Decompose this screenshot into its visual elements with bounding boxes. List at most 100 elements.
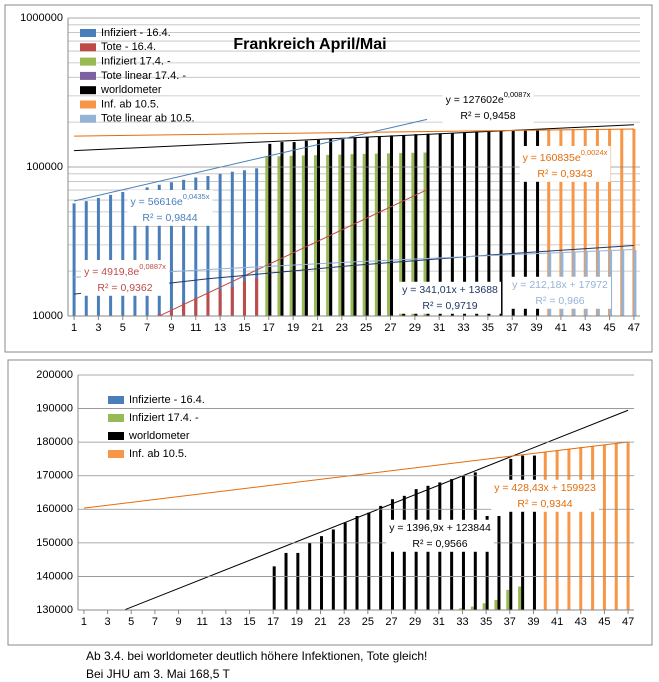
legend-label: Tote - 16.4.	[101, 41, 156, 53]
bar	[296, 552, 300, 610]
x-tick-label: 5	[120, 322, 126, 334]
x-tick-label: 15	[243, 616, 255, 628]
x-tick-label: 33	[456, 616, 468, 628]
y-tick-label: 190000	[36, 402, 73, 414]
trend-equation: y = 1396,9x + 123844	[389, 522, 491, 534]
label-bg	[491, 479, 599, 512]
bar	[133, 190, 137, 316]
x-tick-label: 25	[362, 616, 374, 628]
label-bg	[127, 189, 213, 226]
note: Bei JHU am 3. Mai 168,5 T	[86, 667, 231, 681]
equation: y = 4919,8e	[84, 266, 139, 278]
bar	[206, 176, 210, 316]
trend-r2: R² = 0,9719	[422, 300, 477, 312]
bar	[206, 292, 210, 316]
x-tick-label: 19	[287, 322, 299, 334]
bar	[497, 516, 501, 610]
bar	[543, 452, 547, 610]
legend-swatch	[108, 396, 124, 404]
x-tick-label: 47	[622, 616, 634, 628]
trend-r2: R² = 0,9566	[412, 538, 467, 550]
bar	[255, 168, 259, 316]
bar	[536, 130, 540, 316]
y-tick-label: 150000	[36, 537, 73, 549]
label-bg	[386, 519, 494, 552]
bar	[571, 129, 575, 316]
bar	[367, 512, 371, 610]
legend-label: Infiziert - 16.4.	[101, 27, 171, 39]
x-tick-label: 21	[314, 616, 326, 628]
x-tick-label: 13	[220, 616, 232, 628]
bar	[426, 133, 430, 316]
note: Ab 3.4. bei worldometer deutlich höhere …	[86, 649, 427, 663]
bar	[230, 171, 234, 316]
bar	[230, 286, 234, 316]
bar	[509, 458, 513, 610]
label-bg	[519, 145, 611, 182]
bar	[482, 603, 486, 610]
bar	[316, 139, 320, 316]
bar	[182, 303, 186, 316]
bar	[559, 129, 563, 316]
x-tick-label: 5	[128, 616, 134, 628]
x-tick-label: 29	[409, 616, 421, 628]
x-tick-label: 25	[360, 322, 372, 334]
bar	[379, 505, 383, 610]
bar	[518, 586, 522, 610]
bar	[633, 250, 637, 316]
trend-equation: y = 4919,8e0,0887x	[84, 262, 166, 278]
x-tick-label: 15	[238, 322, 250, 334]
trend-r2: R² = 0,9362	[97, 282, 152, 294]
bar	[621, 250, 625, 316]
legend-swatch	[80, 57, 96, 66]
bar	[494, 599, 498, 610]
bar	[292, 142, 296, 316]
bar	[487, 131, 491, 316]
x-tick-label: 43	[575, 616, 587, 628]
bar	[463, 132, 467, 316]
bar	[614, 443, 618, 610]
x-tick-label: 35	[482, 322, 494, 334]
bar	[620, 129, 624, 316]
legend-swatch	[108, 432, 124, 440]
bar	[402, 134, 406, 316]
legend-label: Tote linear 17.4. -	[101, 70, 186, 82]
bar	[169, 310, 173, 316]
bar	[218, 173, 222, 316]
x-tick-label: 29	[409, 322, 421, 334]
x-tick-label: 35	[480, 616, 492, 628]
exponent: 0,0024x	[581, 148, 608, 157]
bar	[591, 446, 595, 610]
bar	[182, 179, 186, 316]
bar	[313, 155, 317, 316]
legend-swatch	[80, 114, 96, 123]
legend-label: worldometer	[128, 430, 190, 442]
x-tick-label: 3	[105, 616, 111, 628]
bar	[595, 129, 599, 316]
bar	[169, 182, 173, 316]
y-tick-label: 130000	[36, 604, 73, 616]
x-tick-label: 23	[338, 616, 350, 628]
x-tick-label: 41	[555, 322, 567, 334]
bar	[331, 529, 335, 610]
bar	[341, 138, 345, 316]
equation: y = 127602e	[446, 94, 504, 106]
trend-r2: R² = 0,966	[535, 295, 584, 307]
bar	[320, 536, 324, 610]
x-tick-label: 11	[190, 322, 201, 334]
bar	[145, 187, 149, 316]
bar	[626, 442, 630, 610]
bar	[399, 153, 403, 316]
bar	[567, 448, 571, 610]
bar	[532, 455, 536, 610]
bar	[423, 152, 427, 316]
bar	[608, 129, 612, 316]
bar	[475, 132, 479, 316]
bar	[301, 155, 305, 316]
bar	[284, 552, 288, 610]
x-tick-label: 47	[628, 322, 640, 334]
bar	[329, 139, 333, 316]
trendline	[73, 118, 428, 202]
bar	[242, 170, 246, 316]
x-tick-label: 19	[291, 616, 303, 628]
